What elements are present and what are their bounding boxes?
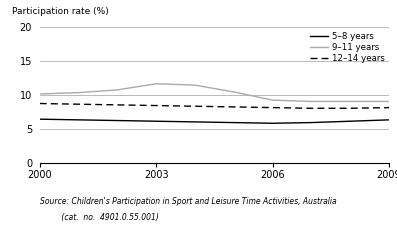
Text: (cat.  no.  4901.0.55.001): (cat. no. 4901.0.55.001) (40, 213, 158, 222)
Text: Source: Children's Participation in Sport and Leisure Time Activities, Australia: Source: Children's Participation in Spor… (40, 197, 336, 207)
Text: Participation rate (%): Participation rate (%) (12, 7, 108, 16)
Legend: 5–8 years, 9–11 years, 12–14 years: 5–8 years, 9–11 years, 12–14 years (310, 32, 385, 63)
